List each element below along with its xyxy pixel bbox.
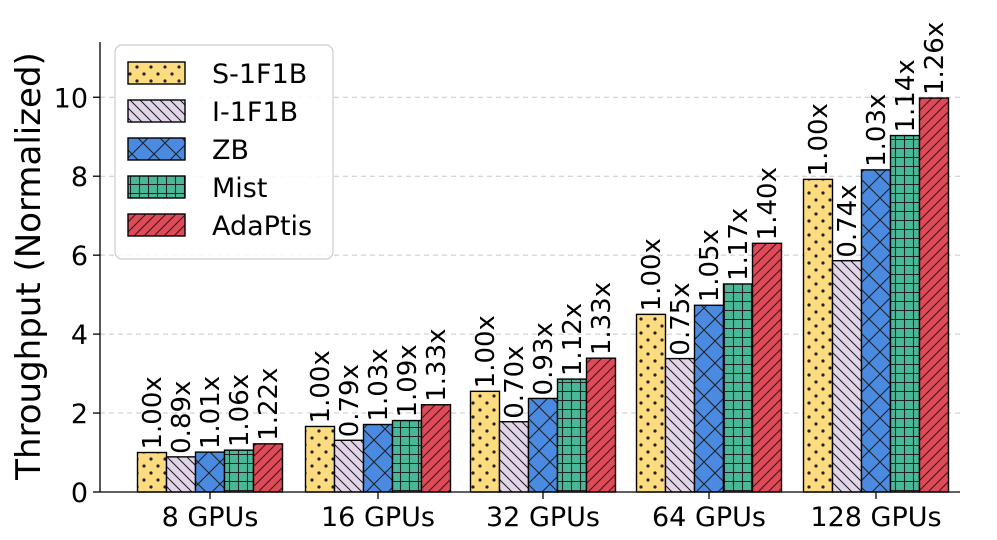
legend-label-i-1f1b: I-1F1B [212,97,298,128]
x-tick-label-8-gpus: 8 GPUs [162,502,259,533]
data-label-adaptis-8-gpus: 1.22x [254,368,284,441]
x-tick-label-16-gpus: 16 GPUs [321,502,435,533]
bar-adaptis-16-gpus [420,404,452,493]
y-tick-label: 2 [71,399,88,430]
x-tick-label-32-gpus: 32 GPUs [486,502,600,533]
bar-zb-64-gpus [693,304,725,493]
bar-zb-128-gpus [860,169,892,493]
data-label-zb-16-gpus: 1.03x [364,348,394,421]
x-tick-label-128-gpus: 128 GPUs [810,502,941,533]
data-label-i-1f1b-8-gpus: 0.89x [167,381,197,454]
data-label-mist-64-gpus: 1.17x [724,208,754,281]
bar-mist-64-gpus [722,283,754,493]
bar-mist-8-gpus [223,449,255,493]
bar-s-1f1b-128-gpus [802,178,834,493]
data-label-adaptis-128-gpus: 1.26x [920,22,950,95]
bar-s-1f1b-8-gpus [136,451,168,493]
data-label-adaptis-64-gpus: 1.40x [753,167,783,240]
bar-s-1f1b-16-gpus [304,425,336,493]
bar-i-1f1b-64-gpus [664,357,696,493]
bar-s-1f1b-64-gpus [635,313,667,493]
bar-zb-32-gpus [527,397,559,493]
y-tick-label: 8 [71,162,88,193]
bar-s-1f1b-32-gpus [469,390,501,493]
legend: S-1F1B I-1F1B ZB Mist AdaPtis [114,44,334,260]
axes [99,42,960,493]
bar-adaptis-32-gpus [585,357,617,493]
legend-swatch-s-1f1b [127,61,186,85]
bar-zb-8-gpus [194,451,226,493]
data-label-mist-16-gpus: 1.09x [393,344,423,417]
data-label-zb-128-gpus: 1.03x [862,94,892,167]
legend-swatch-i-1f1b [127,99,186,123]
data-label-i-1f1b-64-gpus: 0.75x [666,282,696,355]
data-label-s-1f1b-64-gpus: 1.00x [637,238,667,311]
data-labels: 1.00x 0.89x 1.01x 1.06x 1.22x 1.00x 0.79x 1.03x… [138,22,950,454]
data-label-s-1f1b-8-gpus: 1.00x [138,376,168,449]
y-tick-label: 6 [71,241,88,272]
bars [136,97,950,493]
legend-frame [114,44,334,260]
data-label-mist-8-gpus: 1.06x [225,374,255,447]
legend-label-adaptis: AdaPtis [212,211,312,242]
bar-adaptis-64-gpus [751,242,783,493]
y-tick-label: 10 [54,83,88,114]
legend-label-zb: ZB [212,135,249,166]
bar-adaptis-128-gpus [918,97,950,493]
bar-mist-16-gpus [391,419,423,493]
data-label-s-1f1b-128-gpus: 1.00x [804,103,834,176]
y-ticks: 0 2 4 6 8 10 [54,83,100,509]
data-label-i-1f1b-128-gpus: 0.74x [833,184,863,257]
x-tick-label-64-gpus: 64 GPUs [652,502,766,533]
bar-i-1f1b-16-gpus [333,439,365,493]
legend-swatch-mist [127,175,186,199]
bar-i-1f1b-32-gpus [498,421,530,493]
legend-swatch-zb [127,137,186,161]
data-label-mist-32-gpus: 1.12x [558,303,588,376]
data-label-zb-8-gpus: 1.01x [196,376,226,449]
data-label-s-1f1b-16-gpus: 1.00x [306,350,336,423]
x-ticks: 8 GPUs 16 GPUs 32 GPUs 64 GPUs 128 GPUs [162,492,942,533]
data-label-adaptis-32-gpus: 1.33x [587,282,617,355]
data-label-i-1f1b-16-gpus: 0.79x [335,364,365,437]
bar-i-1f1b-8-gpus [165,456,197,493]
bar-mist-128-gpus [889,134,921,493]
bar-adaptis-8-gpus [252,443,284,493]
legend-label-mist: Mist [212,173,267,204]
data-label-i-1f1b-32-gpus: 0.70x [500,345,530,418]
data-label-zb-32-gpus: 0.93x [529,322,559,395]
bar-i-1f1b-128-gpus [831,259,863,493]
bar-zb-16-gpus [362,423,394,493]
y-tick-label: 4 [71,320,88,351]
data-label-zb-64-gpus: 1.05x [695,229,725,302]
bar-mist-32-gpus [556,378,588,493]
data-label-adaptis-16-gpus: 1.33x [422,328,452,401]
legend-label-s-1f1b: S-1F1B [212,59,307,90]
data-label-s-1f1b-32-gpus: 1.00x [471,315,501,388]
data-label-mist-128-gpus: 1.14x [891,59,921,132]
y-axis-title: Throughput (Normalized) [9,52,49,481]
legend-swatch-adaptis [127,213,186,237]
y-tick-label: 0 [71,478,88,509]
